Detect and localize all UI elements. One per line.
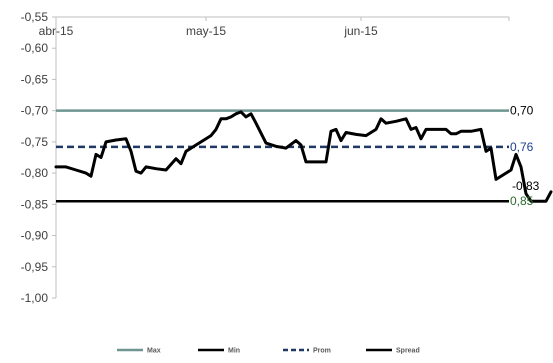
y-axis: -0,55 -0,60 -0,65 -0,70 -0,75 -0,80 -0,85 -0,90…: [21, 10, 57, 305]
y-tick-label: -0,70: [21, 104, 49, 118]
y-tick-label: -0,60: [21, 41, 49, 55]
legend: Max Min Prom Spread: [117, 348, 420, 355]
legend-max-label: Max: [147, 348, 161, 355]
y-tick-label: -0,65: [21, 72, 49, 86]
end-labels: 0,70 0,85 0,76 -0,83: [510, 104, 540, 209]
series-spread-end-label: -0,83: [512, 179, 540, 193]
legend-prom-label: Prom: [313, 348, 331, 355]
y-tick-label: -0,95: [21, 260, 49, 274]
y-tick-label: -0,85: [21, 197, 49, 211]
y-tick-label: -0,90: [21, 229, 49, 243]
series-lines: [54, 109, 553, 203]
series-prom-end-label: 0,76: [510, 140, 534, 154]
x-tick-label: jun-15: [343, 24, 378, 38]
y-tick-label: -0,80: [21, 166, 49, 180]
y-tick-label: -1,00: [21, 291, 49, 305]
series-spread-line: [54, 110, 553, 203]
x-tick-label: abr-15: [39, 24, 74, 38]
y-tick-label: -0,75: [21, 135, 49, 149]
legend-min-label: Min: [228, 348, 240, 355]
y-tick-label: -0,55: [21, 10, 49, 24]
series-min-end-label: 0,85: [510, 194, 534, 208]
legend-spread-label: Spread: [396, 348, 420, 355]
x-tick-label: may-15: [186, 24, 226, 38]
series-max-end-label: 0,70: [510, 104, 534, 118]
x-axis: abr-15 may-15 jun-15: [39, 16, 510, 38]
